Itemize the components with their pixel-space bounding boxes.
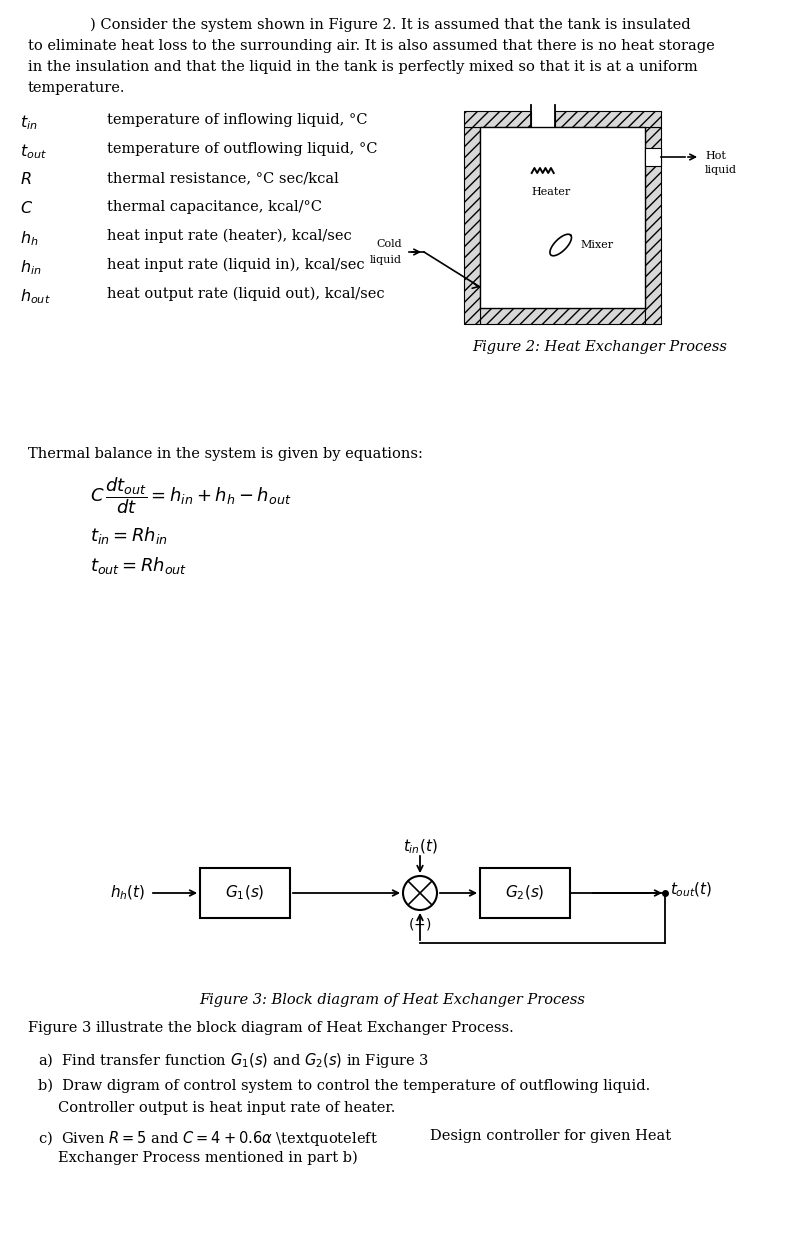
Text: $G_1(s)$: $G_1(s)$: [225, 883, 265, 902]
Bar: [645, 148, 661, 165]
Bar: [480, 127, 645, 308]
Text: $C$: $C$: [20, 200, 33, 217]
Bar: [464, 127, 480, 325]
Text: $t_{out}$: $t_{out}$: [20, 142, 47, 160]
Text: $t_{out}(t)$: $t_{out}(t)$: [670, 881, 713, 900]
Text: Exchanger Process mentioned in part b): Exchanger Process mentioned in part b): [58, 1152, 358, 1165]
Text: heat output rate (liquid out), kcal/sec: heat output rate (liquid out), kcal/sec: [107, 287, 385, 302]
Text: ) Consider the system shown in Figure 2. It is assumed that the tank is insulate: ) Consider the system shown in Figure 2.…: [90, 18, 691, 33]
Text: thermal resistance, °C sec/kcal: thermal resistance, °C sec/kcal: [107, 170, 339, 185]
Text: Thermal balance in the system is given by equations:: Thermal balance in the system is given b…: [28, 447, 423, 461]
Bar: [464, 112, 531, 127]
Text: $R$: $R$: [20, 170, 31, 188]
Text: Controller output is heat input rate of heater.: Controller output is heat input rate of …: [58, 1101, 396, 1115]
Text: $G_2(s)$: $G_2(s)$: [506, 883, 545, 902]
Text: Figure 3: Block diagram of Heat Exchanger Process: Figure 3: Block diagram of Heat Exchange…: [199, 992, 585, 1007]
Text: liquid: liquid: [705, 165, 737, 175]
Text: liquid: liquid: [370, 256, 402, 264]
Text: temperature.: temperature.: [28, 81, 126, 95]
Text: temperature of inflowing liquid, °C: temperature of inflowing liquid, °C: [107, 113, 367, 127]
Text: $t_{in} = Rh_{in}$: $t_{in} = Rh_{in}$: [90, 525, 168, 546]
Text: heat input rate (heater), kcal/sec: heat input rate (heater), kcal/sec: [107, 229, 352, 243]
Text: $h_h$: $h_h$: [20, 229, 38, 248]
Bar: [480, 308, 645, 325]
Text: $t_{in}(t)$: $t_{in}(t)$: [403, 838, 437, 856]
Text: Mixer: Mixer: [581, 241, 614, 251]
Text: temperature of outflowing liquid, °C: temperature of outflowing liquid, °C: [107, 142, 378, 157]
Text: $h_{out}$: $h_{out}$: [20, 287, 51, 306]
Text: Design controller for given Heat: Design controller for given Heat: [430, 1129, 671, 1143]
Text: in the insulation and that the liquid in the tank is perfectly mixed so that it : in the insulation and that the liquid in…: [28, 60, 698, 74]
Text: to eliminate heat loss to the surrounding air. It is also assumed that there is : to eliminate heat loss to the surroundin…: [28, 39, 715, 53]
Bar: [555, 112, 661, 127]
Text: $h_{in}$: $h_{in}$: [20, 258, 42, 277]
Text: Heater: Heater: [531, 187, 571, 197]
Text: c)  Given $R = 5$ and $C = 4 + 0.6\alpha$ \textquoteleft: c) Given $R = 5$ and $C = 4 + 0.6\alpha$…: [38, 1129, 378, 1148]
Text: Hot: Hot: [705, 152, 726, 160]
Text: $h_h(t)$: $h_h(t)$: [110, 883, 145, 902]
Text: $C\,\dfrac{dt_{out}}{dt} = h_{in} + h_h - h_{out}$: $C\,\dfrac{dt_{out}}{dt} = h_{in} + h_h …: [90, 475, 291, 516]
Bar: [645, 127, 661, 325]
Bar: [200, 868, 290, 918]
Text: a)  Find transfer function $G_1(s)$ and $G_2(s)$ in Figure 3: a) Find transfer function $G_1(s)$ and $…: [38, 1051, 429, 1070]
Bar: [480, 868, 570, 918]
Text: b)  Draw digram of control system to control the temperature of outflowing liqui: b) Draw digram of control system to cont…: [38, 1079, 650, 1094]
Text: $t_{in}$: $t_{in}$: [20, 113, 38, 132]
Text: Figure 2: Heat Exchanger Process: Figure 2: Heat Exchanger Process: [473, 340, 728, 355]
Text: thermal capacitance, kcal/°C: thermal capacitance, kcal/°C: [107, 200, 322, 214]
Text: heat input rate (liquid in), kcal/sec: heat input rate (liquid in), kcal/sec: [107, 258, 364, 272]
Text: $t_{out} = Rh_{out}$: $t_{out} = Rh_{out}$: [90, 555, 188, 576]
Text: Cold: Cold: [376, 239, 402, 249]
Text: $(-)$: $(-)$: [408, 916, 432, 932]
Text: Figure 3 illustrate the block diagram of Heat Exchanger Process.: Figure 3 illustrate the block diagram of…: [28, 1021, 513, 1035]
